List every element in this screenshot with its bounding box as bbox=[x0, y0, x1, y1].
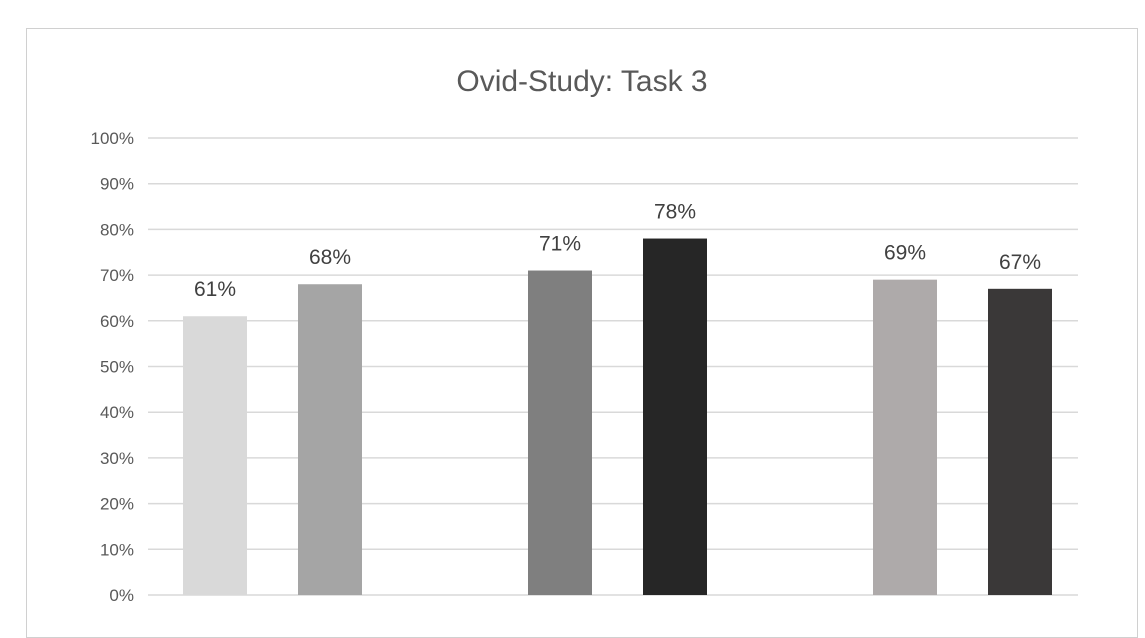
bar bbox=[183, 316, 247, 595]
data-label: 68% bbox=[309, 246, 351, 269]
y-tick-label: 50% bbox=[100, 358, 134, 377]
y-tick-label: 70% bbox=[100, 266, 134, 285]
y-axis-ticks: 0% 10% 20% 30% 40% 50% 60% 70% 80% 90% 100% bbox=[91, 129, 134, 605]
chart-title: Ovid-Study: Task 3 bbox=[456, 65, 707, 98]
data-label: 71% bbox=[539, 233, 581, 256]
y-tick-label: 10% bbox=[100, 540, 134, 559]
y-tick-label: 40% bbox=[100, 403, 134, 422]
bar bbox=[873, 279, 937, 595]
bar bbox=[528, 270, 592, 595]
bars bbox=[183, 238, 1052, 596]
y-tick-label: 60% bbox=[100, 312, 134, 331]
data-label: 69% bbox=[884, 242, 926, 265]
data-label: 67% bbox=[999, 251, 1041, 274]
y-tick-label: 0% bbox=[109, 586, 134, 605]
y-tick-label: 90% bbox=[100, 175, 134, 194]
y-tick-label: 100% bbox=[91, 129, 134, 148]
data-labels: 61% 68% 71% 78% 69% 67% bbox=[194, 201, 1041, 302]
bar bbox=[298, 284, 362, 595]
y-tick-label: 30% bbox=[100, 449, 134, 468]
bar bbox=[988, 288, 1052, 595]
y-tick-label: 80% bbox=[100, 220, 134, 239]
bar bbox=[643, 238, 707, 596]
data-label: 61% bbox=[194, 278, 236, 301]
y-tick-label: 20% bbox=[100, 495, 134, 514]
data-label: 78% bbox=[654, 201, 696, 224]
gridlines bbox=[148, 137, 1078, 596]
bar-chart: Ovid-Study: Task 3 0% 10% 20% 30% 40% 50% 60% 7… bbox=[91, 65, 1078, 605]
